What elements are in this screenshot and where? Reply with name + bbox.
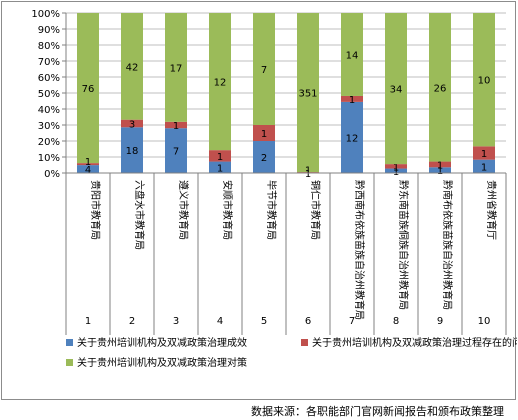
value-label: 1: [85, 157, 91, 168]
bar-segment: [121, 127, 143, 173]
source-note: 数据来源：各职能部门官网新闻报告和颁布政策整理: [251, 405, 504, 418]
bar-segment: [121, 13, 143, 120]
value-label: 34: [390, 85, 403, 96]
bar-segment: [209, 13, 231, 151]
category-label: 黔南布依族苗族自治州教育局: [441, 180, 454, 310]
y-tick-label: 90%: [38, 25, 60, 36]
category-label: 毕节市教育局: [265, 180, 278, 240]
category-label: 贵阳市教育局: [89, 180, 102, 240]
bar-segment: [429, 161, 451, 168]
category-number: 6: [305, 316, 311, 327]
category-label: 贵州省教育厅: [485, 180, 498, 240]
bar-segment: [473, 159, 495, 173]
value-label: 1: [217, 163, 223, 174]
bar-segment: [297, 13, 319, 173]
category-label: 安顺市教育局: [221, 180, 234, 240]
bar-segment: [77, 13, 99, 164]
value-label: 1: [217, 152, 223, 163]
value-label: 17: [170, 63, 183, 74]
value-label: 1: [393, 167, 399, 178]
y-tick-label: 30%: [38, 121, 60, 132]
category-label: 铜仁市教育局: [309, 180, 322, 240]
value-label: 1: [349, 95, 355, 106]
bar-segment: [77, 163, 99, 166]
category-number: 7: [349, 316, 355, 327]
value-label: 76: [82, 84, 95, 95]
bar-segment: [341, 101, 363, 173]
value-label: 14: [346, 50, 359, 61]
bar-segment: [165, 128, 187, 173]
y-tick-label: 10%: [38, 153, 60, 164]
bar-segment: [253, 13, 275, 125]
chart-frame: 0% 10% 20% 30% 40% 50% 60% 70% 80% 90% 100% 76 4 1 18 3…: [1, 1, 517, 400]
legend-swatch: [66, 339, 73, 346]
legend-swatch: [66, 359, 73, 366]
category-label: 黔西南布依族苗族自治州教育局: [353, 180, 366, 320]
value-label: 1: [173, 121, 179, 132]
y-tick-label: 70%: [38, 57, 60, 68]
y-tick-label: 0%: [44, 169, 60, 180]
bar-segment: [385, 168, 407, 173]
value-label: 1: [437, 166, 443, 177]
category-number: 3: [173, 316, 179, 327]
bar-segment: [121, 119, 143, 128]
category-label: 黔东南苗族侗族自治州教育局: [397, 180, 410, 310]
bar-segment: [209, 150, 231, 162]
bar-segment: [77, 165, 99, 173]
category-number: 2: [129, 316, 135, 327]
y-tick-label: 20%: [38, 137, 60, 148]
category-number: 9: [437, 316, 443, 327]
legend-label: 关于贵州培训机构及双减政策治理对策: [77, 356, 247, 369]
value-label: 1: [305, 165, 311, 176]
legend-label: 关于贵州培训机构及双减政策治理成效: [77, 336, 247, 349]
value-label: 7: [261, 65, 267, 76]
bar-segment: [473, 13, 495, 147]
bar-segment: [209, 161, 231, 173]
y-tick-label: 50%: [38, 89, 60, 100]
y-tick-label: 80%: [38, 41, 60, 52]
value-label: 1: [481, 162, 487, 173]
value-label: 10: [478, 76, 491, 87]
category-number: 4: [217, 316, 223, 327]
bar-segment: [165, 13, 187, 122]
bar-segment: [385, 164, 407, 169]
value-label: 3: [129, 119, 135, 130]
legend-label: 关于贵州培训机构及双减政策治理过程存在的问题: [312, 336, 517, 349]
stacked-bar-chart: 0%10%20%30%40%50%60%70%80%90%100%7641183…: [31, 9, 517, 369]
bar-segment: [253, 141, 275, 173]
value-label: 42: [126, 62, 139, 73]
value-label: 26: [434, 83, 447, 94]
bar-segment: [429, 13, 451, 162]
legend-swatch: [301, 339, 308, 346]
category-number: 5: [261, 316, 267, 327]
value-label: 1: [305, 169, 311, 180]
bar-segment: [385, 13, 407, 165]
value-label: 7: [173, 147, 179, 158]
value-label: 351: [298, 89, 317, 100]
value-label: 12: [214, 78, 227, 89]
value-label: 1: [261, 129, 267, 140]
value-label: 1: [393, 162, 399, 173]
y-tick-label: 100%: [31, 9, 60, 20]
bar-segment: [429, 167, 451, 173]
value-label: 18: [126, 146, 139, 157]
category-number: 1: [85, 316, 91, 327]
y-tick-label: 60%: [38, 73, 60, 84]
value-label: 1: [437, 160, 443, 171]
bar-segment: [473, 146, 495, 160]
value-label: 12: [346, 133, 359, 144]
bar-segment: [341, 13, 363, 96]
value-label: 1: [481, 149, 487, 160]
bar-segment: [253, 125, 275, 141]
bar-segment: [341, 95, 363, 102]
value-label: 2: [261, 153, 267, 164]
category-label: 六盘水市教育局: [133, 180, 146, 250]
y-tick-label: 40%: [38, 105, 60, 116]
category-number: 10: [478, 316, 491, 327]
category-number: 8: [393, 316, 399, 327]
bar-segment: [165, 121, 187, 129]
value-label: 4: [85, 165, 91, 176]
category-label: 遵义市教育局: [177, 180, 190, 240]
